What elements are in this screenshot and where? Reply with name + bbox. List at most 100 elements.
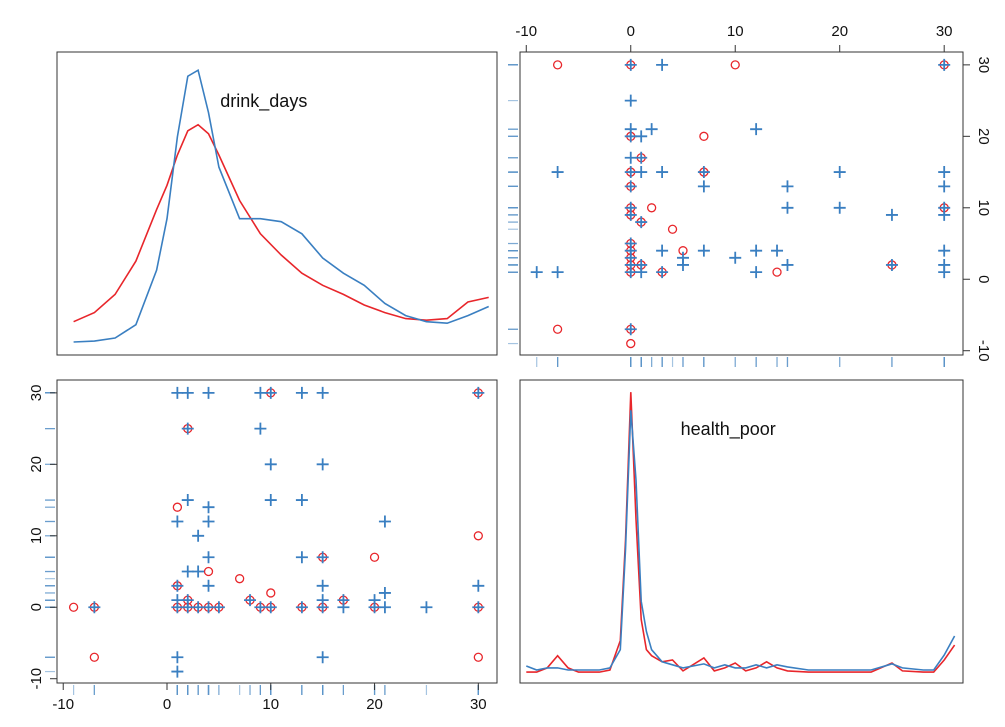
point [730, 60, 740, 70]
point [552, 60, 563, 70]
point [420, 601, 433, 614]
point [202, 515, 215, 528]
point [473, 531, 483, 541]
point [171, 651, 184, 664]
point [551, 166, 564, 179]
point [172, 502, 183, 512]
point [552, 324, 563, 334]
y-tick-label: 30 [28, 385, 45, 402]
point [938, 201, 951, 214]
point [171, 579, 184, 592]
point [697, 180, 710, 193]
density-curve [73, 123, 489, 323]
point [697, 166, 710, 179]
x-tick-label: 30 [936, 23, 953, 40]
point [938, 58, 951, 71]
density-curve [526, 392, 956, 673]
point [316, 579, 329, 592]
point [624, 180, 637, 193]
point [254, 601, 267, 614]
point [938, 258, 951, 271]
point [635, 166, 648, 179]
point [472, 579, 485, 592]
point [369, 552, 380, 562]
point [254, 422, 267, 435]
point [264, 386, 277, 399]
point [781, 201, 794, 214]
point [624, 166, 637, 179]
point [266, 588, 276, 598]
y-tick-label: 20 [28, 456, 45, 473]
point [181, 494, 194, 507]
point [885, 258, 898, 271]
panel-frame [56, 51, 498, 356]
point [833, 201, 846, 214]
y-tick-label: -10 [28, 668, 45, 690]
point [192, 601, 205, 614]
point [202, 601, 215, 614]
y-tick-label: 10 [975, 199, 992, 216]
point [368, 601, 381, 614]
point [378, 515, 391, 528]
point [254, 386, 267, 399]
point [316, 458, 329, 471]
point [472, 386, 485, 399]
point [171, 665, 184, 678]
density-curve [526, 410, 956, 671]
point [88, 601, 101, 614]
point [624, 323, 637, 336]
point [171, 601, 184, 614]
point [181, 565, 194, 578]
point [202, 501, 215, 514]
point [772, 267, 782, 277]
point [699, 131, 709, 141]
point [656, 266, 669, 279]
point [656, 244, 669, 257]
point [316, 551, 329, 564]
x-tick-label: 10 [727, 23, 744, 40]
x-tick-label: -10 [515, 23, 537, 40]
point [750, 244, 763, 257]
point [697, 244, 710, 257]
point [771, 244, 784, 257]
point [938, 180, 951, 193]
point [202, 551, 215, 564]
y-tick-label: -10 [975, 340, 992, 362]
panel-frame [519, 379, 964, 684]
point [295, 551, 308, 564]
y-tick-label: 10 [28, 527, 45, 544]
point [203, 566, 214, 577]
y-tick-label: 0 [975, 275, 992, 283]
point [624, 237, 637, 250]
point [192, 529, 205, 542]
point [171, 515, 184, 528]
point [316, 601, 329, 614]
variable-name: drink_days [220, 91, 307, 112]
x-tick-label: 0 [163, 696, 171, 713]
point [295, 386, 308, 399]
point [171, 386, 184, 399]
point [624, 151, 637, 164]
point [635, 216, 648, 229]
point [667, 224, 678, 234]
point [938, 244, 951, 257]
x-tick-label: 0 [627, 23, 635, 40]
point [729, 251, 742, 264]
point [264, 458, 277, 471]
point [181, 601, 194, 614]
point [378, 601, 391, 614]
point [264, 601, 277, 614]
point [192, 565, 205, 578]
point [938, 166, 951, 179]
point [885, 208, 898, 221]
variable-name: health_poor [681, 419, 776, 440]
point [181, 422, 194, 435]
panel-frame [56, 379, 498, 684]
point [181, 386, 194, 399]
point [624, 58, 637, 71]
point [624, 201, 637, 214]
point [295, 601, 308, 614]
point [378, 586, 391, 599]
point [750, 266, 763, 279]
